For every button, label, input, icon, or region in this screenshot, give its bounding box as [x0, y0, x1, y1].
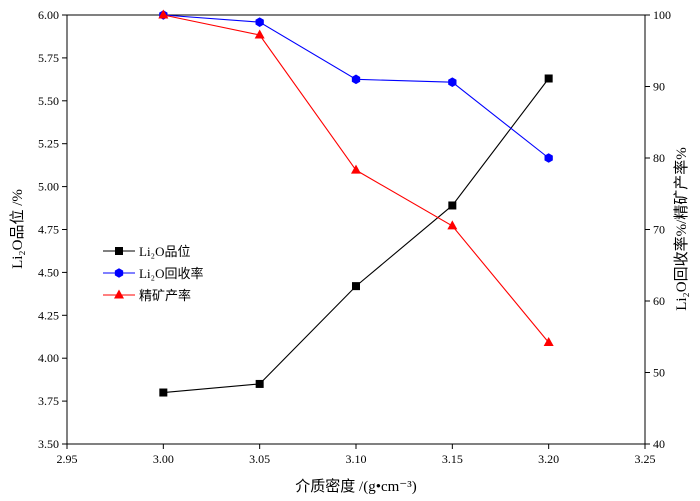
- left-y-tick-label: 4.25: [38, 308, 59, 322]
- series-3: [158, 9, 554, 346]
- right-y-tick-label: 100: [653, 8, 671, 22]
- legend-label: Li₂O回收率: [139, 266, 203, 281]
- x-tick-label: 3.00: [153, 452, 174, 466]
- data-point: [159, 388, 168, 397]
- right-y-axis-ticks: 40 50 60 70 80 90 100: [645, 8, 671, 451]
- data-point: [255, 379, 264, 388]
- legend-item: Li₂O品位: [103, 244, 190, 259]
- x-tick-label: 2.95: [57, 452, 78, 466]
- legend-label: 精矿产率: [139, 288, 191, 303]
- left-y-tick-label: 5.50: [38, 94, 59, 108]
- right-y-tick-label: 60: [653, 294, 665, 308]
- data-point: [448, 201, 457, 210]
- right-y-tick-label: 50: [653, 366, 665, 380]
- left-y-tick-label: 3.50: [38, 437, 59, 451]
- legend-label: Li₂O品位: [139, 244, 190, 259]
- series-2: [159, 10, 553, 163]
- data-point: [352, 282, 360, 291]
- data-point: [544, 153, 553, 163]
- left-y-tick-label: 3.75: [38, 394, 59, 408]
- x-tick-label: 3.10: [346, 452, 367, 466]
- legend-item: 精矿产率: [103, 288, 191, 303]
- right-y-tick-label: 80: [653, 151, 665, 165]
- data-point: [351, 164, 361, 174]
- left-y-tick-label: 4.00: [38, 351, 59, 365]
- series-1: [159, 74, 553, 397]
- data-point: [543, 336, 554, 346]
- legend-marker: [115, 247, 123, 255]
- right-y-axis-title: Li₂O回收率%/精矿产率%: [673, 147, 690, 311]
- series-line: [163, 14, 550, 343]
- series-line: [163, 78, 550, 394]
- x-tick-label: 3.15: [442, 452, 463, 466]
- x-axis-ticks: 2.95 3.00 3.05 3.10 3.15 3.20 3.25: [57, 444, 656, 466]
- data-point: [544, 74, 553, 83]
- right-y-tick-label: 40: [653, 437, 665, 451]
- left-y-tick-label: 5.00: [38, 180, 59, 194]
- left-y-tick-label: 4.50: [38, 265, 59, 279]
- legend-marker: [114, 268, 124, 278]
- right-y-tick-label: 90: [653, 80, 665, 94]
- data-point: [351, 74, 361, 85]
- x-tick-label: 3.05: [249, 452, 270, 466]
- x-tick-label: 3.25: [635, 452, 656, 466]
- left-y-tick-label: 4.75: [38, 223, 59, 237]
- data-point: [255, 17, 264, 27]
- x-axis-title: 介质密度 /(g•cm⁻³): [295, 478, 416, 495]
- series-line: [163, 14, 550, 159]
- data-point: [448, 77, 457, 88]
- left-y-axis-title: Li₂O品位 /%: [9, 189, 26, 269]
- legend-marker: [114, 289, 124, 299]
- left-y-tick-label: 5.25: [38, 137, 59, 151]
- left-y-tick-label: 6.00: [38, 8, 59, 22]
- series-layer: [158, 9, 554, 397]
- right-y-tick-label: 70: [653, 223, 665, 237]
- left-y-axis-ticks: 3.50 3.75 4.00 4.25 4.50 4.75 5.00 5.25 5.50 5.75…: [38, 8, 67, 451]
- x-tick-label: 3.20: [538, 452, 559, 466]
- left-y-tick-label: 5.75: [38, 51, 59, 65]
- data-point: [158, 9, 169, 19]
- data-point: [254, 29, 265, 39]
- legend-item: Li₂O回收率: [103, 266, 203, 281]
- data-point: [447, 220, 458, 230]
